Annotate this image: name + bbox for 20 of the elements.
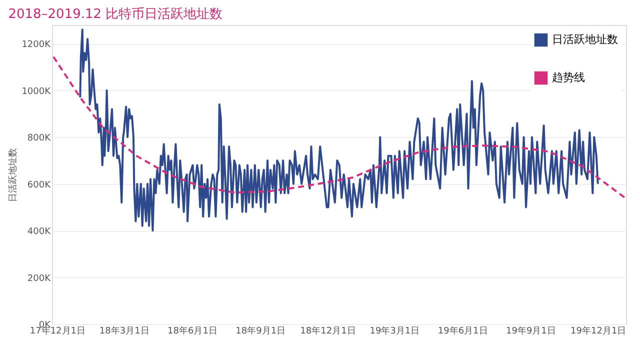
line-series	[52, 56, 626, 200]
x-tick-label: 19年6月1日	[438, 326, 488, 336]
y-tick-label: 1200K	[22, 40, 52, 50]
y-tick-label: 1000K	[22, 86, 52, 97]
x-tick-label: 18年9月1日	[236, 326, 286, 336]
y-axis-title: 日活跃地址数	[8, 148, 19, 202]
y-tick-label: 200K	[27, 274, 52, 284]
y-tick-label: 800K	[27, 134, 52, 144]
x-tick-label: 19年3月1日	[370, 326, 420, 336]
x-tick-label: 18年6月1日	[168, 326, 218, 336]
x-tick-label: 17年12月1日	[30, 326, 86, 336]
x-tick-label: 19年12月1日	[570, 326, 626, 336]
legend-label: 趋势线	[552, 71, 585, 84]
y-tick-label: 600K	[27, 180, 52, 190]
y-tick-label: 400K	[27, 227, 52, 238]
legend-label: 日活跃地址数	[552, 33, 618, 46]
x-tick-label: 18年3月1日	[99, 326, 150, 336]
x-tick-label: 19年9月1日	[506, 326, 556, 336]
x-tick-label: 18年12月1日	[300, 326, 356, 336]
chart-title: 2018–2019.12 比特币日活跃地址数	[8, 7, 223, 22]
